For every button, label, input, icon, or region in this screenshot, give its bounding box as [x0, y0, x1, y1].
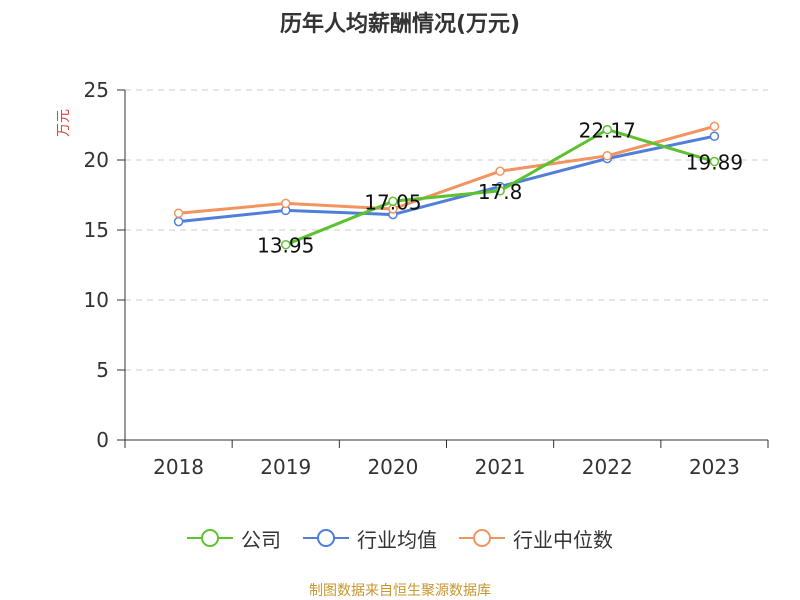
- data-point: [709, 156, 720, 167]
- data-label: 13.95: [257, 234, 314, 258]
- y-tick-label: 20: [84, 148, 109, 172]
- x-tick-label: 2021: [475, 455, 526, 479]
- y-tick-label: 5: [96, 358, 109, 382]
- series-line-2: [178, 124, 715, 215]
- series-line-1: [178, 134, 715, 224]
- data-point: [602, 151, 612, 161]
- x-tick-label: 2022: [582, 455, 633, 479]
- legend-label-industry-avg: 行业均值: [357, 527, 437, 552]
- data-point: [602, 124, 612, 135]
- data-point: [495, 166, 505, 176]
- y-tick-label: 25: [84, 78, 109, 102]
- y-tick-label: 15: [84, 218, 109, 242]
- x-tick-label: 2020: [367, 455, 418, 479]
- data-label: 22.17: [579, 119, 636, 143]
- legend-item-industry-median[interactable]: 行业中位数: [459, 524, 613, 553]
- data-point: [709, 121, 720, 132]
- legend-label-industry-median: 行业中位数: [513, 527, 613, 552]
- data-label: 19.89: [686, 151, 743, 175]
- data-point: [709, 131, 720, 141]
- legend-marker-icon: [459, 529, 505, 547]
- data-point: [173, 216, 184, 227]
- data-point: [388, 196, 398, 207]
- legend: 公司 行业均值 行业中位数: [0, 522, 800, 554]
- data-point: [495, 186, 505, 196]
- x-tick-label: 2018: [153, 455, 204, 479]
- legend-item-industry-avg[interactable]: 行业均值: [303, 524, 437, 553]
- chart-title: 历年人均薪酬情况(万元): [279, 12, 521, 37]
- x-tick-label: 2019: [260, 455, 311, 479]
- legend-marker-icon: [187, 529, 233, 547]
- data-point: [281, 198, 291, 209]
- legend-item-company[interactable]: 公司: [187, 524, 281, 553]
- y-tick-label: 10: [84, 288, 109, 312]
- legend-label-company: 公司: [241, 527, 281, 552]
- data-point: [281, 239, 291, 250]
- source-note: 制图数据来自恒生聚源数据库: [309, 583, 491, 599]
- legend-marker-icon: [303, 529, 349, 547]
- y-tick-label: 0: [96, 428, 109, 452]
- data-label: 17.8: [478, 180, 523, 204]
- data-point: [173, 208, 184, 218]
- y-axis-label: 万元: [56, 109, 72, 137]
- data-label: 17.05: [364, 190, 421, 214]
- x-tick-label: 2023: [689, 455, 740, 479]
